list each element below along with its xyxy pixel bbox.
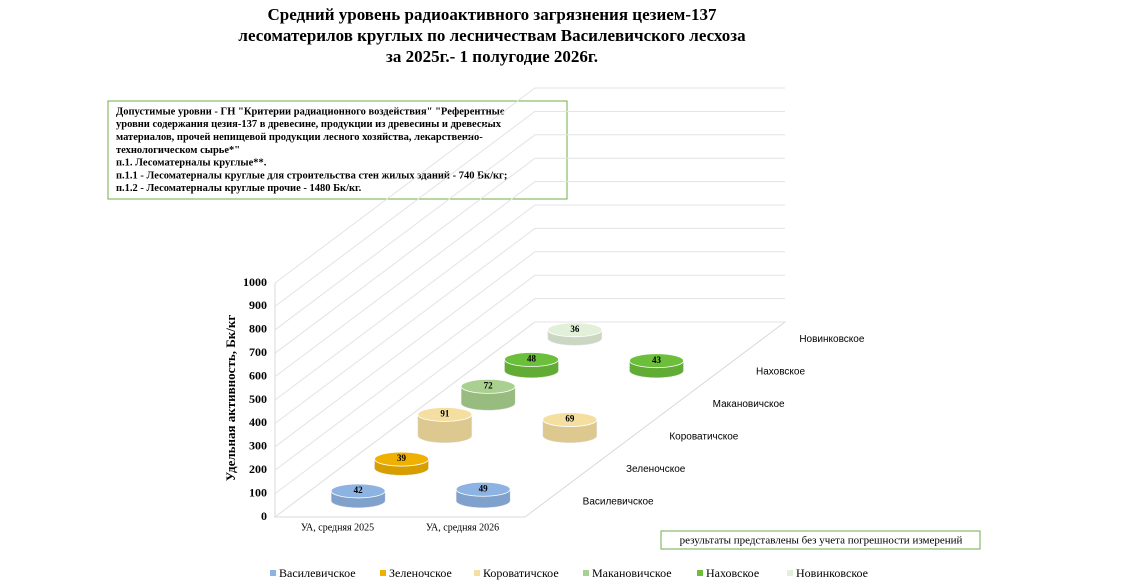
value-label: 43 <box>652 355 662 365</box>
legend-label: Новинковское <box>796 566 868 580</box>
annotation-line: п.1. Лесоматерналы круглые**. <box>116 158 267 169</box>
value-label: 39 <box>397 453 407 463</box>
depth-label: Зеленочское <box>626 464 686 475</box>
legend-label: Зеленочское <box>389 566 452 580</box>
annotation-line: п.1.2 - Лесоматерналы круглые прочие - 1… <box>116 183 362 194</box>
legend-marker <box>380 570 386 576</box>
y-tick-label: 500 <box>249 392 267 406</box>
annotation-box <box>107 100 568 200</box>
legend-label: Василевичское <box>279 566 356 580</box>
y-tick-label: 400 <box>249 415 267 429</box>
legend-marker <box>697 570 703 576</box>
value-label: 42 <box>354 485 364 495</box>
cylinder <box>374 451 429 476</box>
legend-label: Наховское <box>706 566 759 580</box>
y-tick-label: 1000 <box>243 275 267 289</box>
cylinder-top <box>504 352 559 367</box>
value-label: 69 <box>565 414 575 424</box>
value-label: 48 <box>527 354 537 364</box>
x-tick-label: УА, средняя 2025 <box>301 522 374 533</box>
grid-line <box>274 274 785 471</box>
y-tick-label: 600 <box>249 368 267 382</box>
cylinder <box>629 353 684 378</box>
cylinder <box>547 322 603 346</box>
y-tick-label: 800 <box>249 322 267 336</box>
cylinder-top <box>374 451 429 467</box>
value-label: 91 <box>440 409 450 419</box>
cylinder <box>542 412 598 443</box>
depth-label: Макановичское <box>713 399 785 410</box>
grid-line <box>274 87 785 284</box>
depth-label: Короватичское <box>669 431 738 442</box>
x-tick-label: УА, средняя 2026 <box>426 522 499 533</box>
cylinder <box>417 407 473 443</box>
cylinder-side <box>417 414 473 443</box>
value-label: 72 <box>484 380 494 390</box>
y-tick-label: 200 <box>249 462 267 476</box>
grid-line <box>274 157 785 354</box>
annotation-line: материалов, прочей непищевой продукции л… <box>116 132 483 143</box>
grid-line <box>274 204 785 401</box>
cylinder-top <box>330 483 386 499</box>
cylinder-top <box>542 412 598 428</box>
annotation-line: технологическом сырье*" <box>116 145 240 156</box>
note-box <box>660 530 981 550</box>
cylinder-top <box>629 353 684 369</box>
depth-label: Новинковское <box>799 334 865 345</box>
chart-title: Средний уровень радиоактивного загрязнен… <box>267 5 717 24</box>
depth-label: Василевичское <box>583 496 654 507</box>
cylinder-top <box>460 379 516 394</box>
legend-marker <box>270 570 276 576</box>
chart-title: за 2025г.- 1 полугодие 2026г. <box>386 47 598 66</box>
y-tick-label: 900 <box>249 298 267 312</box>
value-label: 49 <box>479 483 489 493</box>
legend-marker <box>474 570 480 576</box>
grid-line <box>274 321 785 518</box>
value-label: 36 <box>570 324 580 334</box>
y-tick-label: 100 <box>249 485 267 499</box>
grid-line <box>274 110 785 307</box>
cylinder <box>455 481 511 508</box>
annotation-line: Допустимые уровни - ГН "Критерии радиаци… <box>116 106 505 117</box>
y-tick-label: 300 <box>249 439 267 453</box>
annotation-line: п.1.1 - Лесоматерналы круглые для строит… <box>116 170 507 181</box>
legend-marker <box>787 570 793 576</box>
cylinder <box>330 483 386 508</box>
y-axis-label: Удельная активность, Бк/кг <box>223 315 238 482</box>
grid-line <box>274 298 785 494</box>
legend-label: Короватичское <box>483 566 559 580</box>
annotation-line: уровни содержания цезия-137 в древесине,… <box>116 119 502 130</box>
cylinder-top <box>455 481 511 497</box>
cylinder <box>460 379 516 411</box>
y-tick-label: 0 <box>261 509 267 523</box>
grid-line <box>274 251 785 448</box>
grid-line <box>274 181 785 377</box>
y-tick-label: 700 <box>249 345 267 359</box>
cylinder-top <box>417 407 473 422</box>
cylinder <box>504 352 559 378</box>
grid-line <box>274 134 785 331</box>
note: результаты представлены без учета погреш… <box>680 535 963 547</box>
chart-title: лесоматерилов круглых по лесничествам Ва… <box>238 26 746 45</box>
legend-label: Макановичское <box>592 566 672 580</box>
depth-label: Наховское <box>756 366 805 377</box>
cylinder-top <box>547 322 603 338</box>
legend-marker <box>583 570 589 576</box>
grid-line <box>274 227 785 424</box>
